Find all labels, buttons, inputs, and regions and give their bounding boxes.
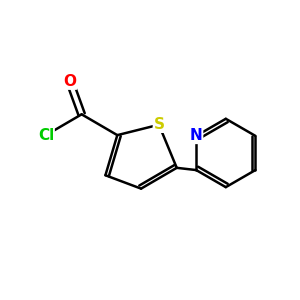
Text: N: N [190,128,203,143]
Text: Cl: Cl [38,128,54,142]
Text: S: S [153,117,164,132]
Text: O: O [63,74,76,89]
